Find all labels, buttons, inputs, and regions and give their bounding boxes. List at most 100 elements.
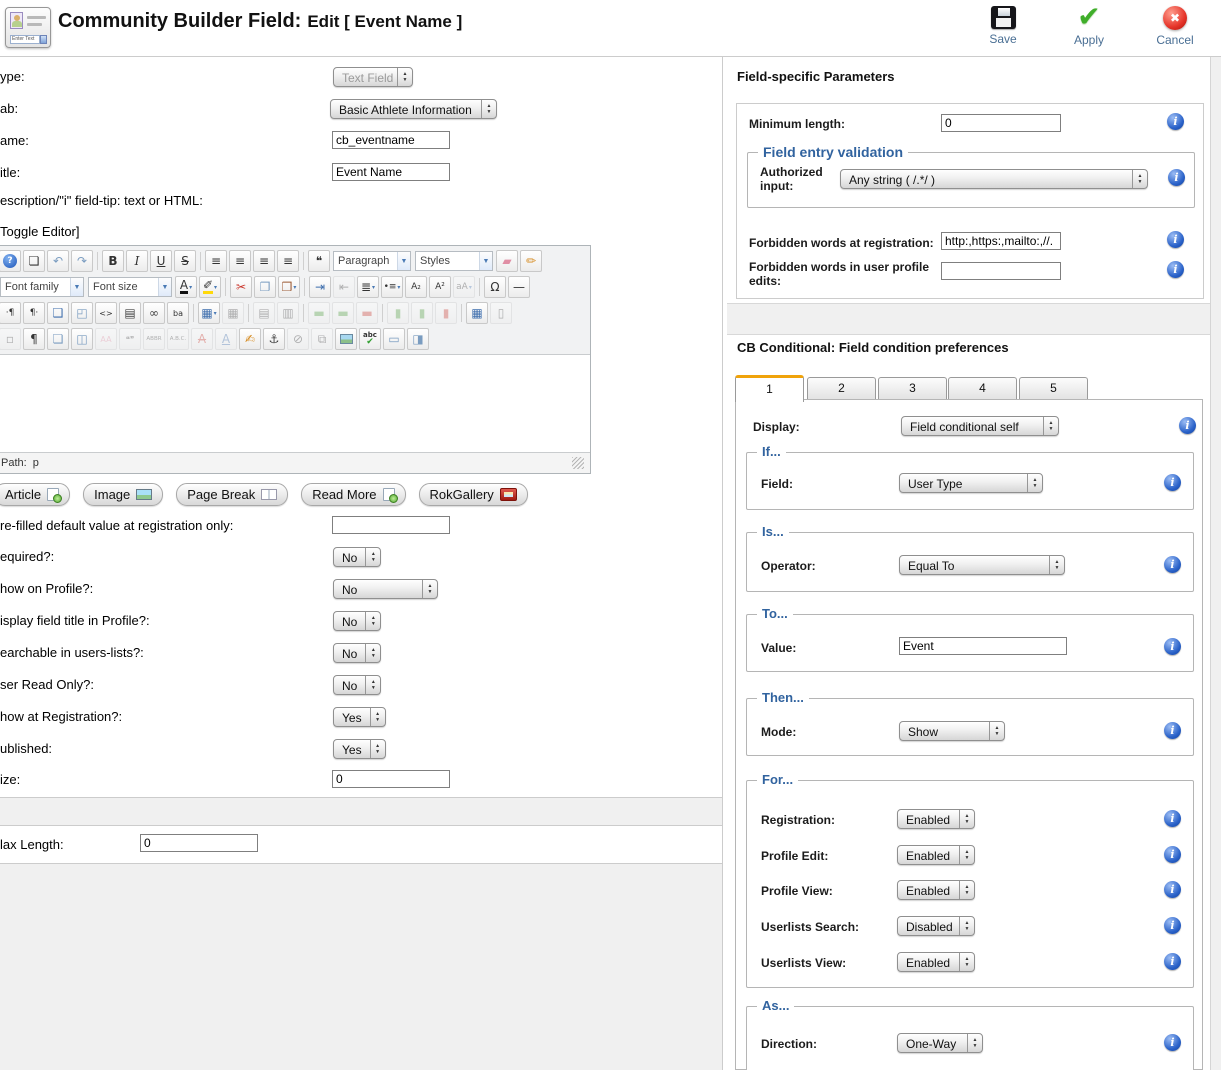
rokgallery-button[interactable]: RokGallery bbox=[418, 483, 528, 506]
image-icon[interactable] bbox=[335, 328, 357, 350]
font-family-select[interactable]: Font family ▼ bbox=[0, 277, 84, 297]
info-icon[interactable] bbox=[1168, 169, 1185, 186]
image-button[interactable]: Image bbox=[83, 483, 164, 506]
table-caption-icon[interactable]: ▯ bbox=[490, 302, 512, 324]
tab-1[interactable]: 1 bbox=[735, 375, 804, 402]
paragraph-format-select[interactable]: Paragraph ▼ bbox=[333, 251, 411, 271]
align-center-icon[interactable]: ≡ bbox=[229, 250, 251, 272]
italic-icon[interactable]: I bbox=[126, 250, 148, 272]
authorized-input-select[interactable]: Any string ( /.*/ ) ▲ ▼ bbox=[840, 169, 1148, 189]
info-icon[interactable] bbox=[1167, 231, 1184, 248]
show-on-profile-select[interactable]: No ▲ ▼ bbox=[333, 579, 438, 599]
redo-icon[interactable]: ↷ bbox=[71, 250, 93, 272]
userlists-view-select[interactable]: Enabled ▲ ▼ bbox=[897, 952, 975, 972]
rtl-paragraph-icon[interactable]: ¶· bbox=[23, 302, 45, 324]
delete-row-icon[interactable]: ▬ bbox=[356, 302, 378, 324]
translate-icon[interactable]: ba bbox=[167, 302, 189, 324]
info-icon[interactable] bbox=[1167, 261, 1184, 278]
copy-icon[interactable]: ❐ bbox=[254, 276, 276, 298]
deleted-text-icon[interactable]: A bbox=[191, 328, 213, 350]
font-size-select[interactable]: Font size ▼ bbox=[88, 277, 172, 297]
info-icon[interactable] bbox=[1179, 417, 1196, 434]
info-icon[interactable] bbox=[1164, 556, 1181, 573]
media-icon[interactable]: ◫ bbox=[71, 328, 93, 350]
info-icon[interactable] bbox=[1164, 474, 1181, 491]
unlink-icon[interactable]: ⊘ bbox=[287, 328, 309, 350]
link-icon[interactable]: ⧉ bbox=[311, 328, 333, 350]
field-select[interactable]: User Type ▲ ▼ bbox=[899, 473, 1043, 493]
visual-aid-icon[interactable]: ▫ bbox=[0, 328, 21, 350]
blockquote-icon[interactable]: ❝ bbox=[308, 250, 330, 272]
numbered-list-icon[interactable]: ≣ ▾ bbox=[357, 276, 379, 298]
cleanup-icon[interactable]: ✏ bbox=[520, 250, 542, 272]
indent-icon[interactable]: ⇥ bbox=[309, 276, 331, 298]
tab-2[interactable]: 2 bbox=[807, 377, 876, 400]
highlight-color-icon[interactable]: ✐ ▾ bbox=[199, 276, 221, 298]
tab-3[interactable]: 3 bbox=[878, 377, 947, 400]
insert-attributes-icon[interactable]: ✍ bbox=[239, 328, 261, 350]
text-color-icon[interactable]: A ▾ bbox=[175, 276, 197, 298]
direction-select[interactable]: One-Way ▲ ▼ bbox=[897, 1033, 983, 1053]
print-icon[interactable]: ▤ bbox=[119, 302, 141, 324]
insert-row-after-icon[interactable]: ▬ bbox=[332, 302, 354, 324]
size-input[interactable] bbox=[332, 770, 450, 788]
cell-properties-icon[interactable]: ▥ bbox=[277, 302, 299, 324]
tab-4[interactable]: 4 bbox=[948, 377, 1017, 400]
align-right-icon[interactable]: ≡ bbox=[253, 250, 275, 272]
fullscreen-icon[interactable]: ❑ bbox=[47, 302, 69, 324]
info-icon[interactable] bbox=[1164, 917, 1181, 934]
required-select[interactable]: No ▲ ▼ bbox=[333, 547, 382, 567]
info-icon[interactable] bbox=[1164, 810, 1181, 827]
quotes-icon[interactable]: ❝❞ bbox=[119, 328, 141, 350]
toggle-editor-link[interactable]: Toggle Editor] bbox=[0, 224, 80, 239]
editor-content-area[interactable] bbox=[0, 355, 590, 452]
operator-select[interactable]: Equal To ▲ ▼ bbox=[899, 555, 1065, 575]
insert-layer-icon[interactable]: ▭ bbox=[383, 328, 405, 350]
superscript-icon[interactable]: A² bbox=[429, 276, 451, 298]
display-title-select[interactable]: No ▲ ▼ bbox=[333, 611, 382, 631]
type-select[interactable]: Text Field ▲ ▼ bbox=[333, 67, 413, 87]
horizontal-rule-icon[interactable]: — bbox=[508, 276, 530, 298]
searchable-select[interactable]: No ▲ ▼ bbox=[333, 643, 382, 663]
info-icon[interactable] bbox=[1164, 846, 1181, 863]
special-char-icon[interactable]: Ω bbox=[484, 276, 506, 298]
info-icon[interactable] bbox=[1164, 722, 1181, 739]
display-select[interactable]: Field conditional self ▲ ▼ bbox=[901, 416, 1059, 436]
layer-properties-icon[interactable]: ◨ bbox=[407, 328, 429, 350]
value-input[interactable] bbox=[899, 637, 1067, 655]
outdent-icon[interactable]: ⇤ bbox=[333, 276, 355, 298]
page-break-button[interactable]: Page Break bbox=[176, 483, 289, 506]
show-at-registration-select[interactable]: Yes ▲ ▼ bbox=[333, 707, 386, 727]
profile-view-select[interactable]: Enabled ▲ ▼ bbox=[897, 880, 975, 900]
merge-cells-icon[interactable]: ▦ bbox=[466, 302, 488, 324]
bullet-list-icon[interactable]: •≡ ▾ bbox=[381, 276, 403, 298]
min-length-input[interactable] bbox=[941, 114, 1061, 132]
font-styles-icon[interactable]: AA bbox=[95, 328, 117, 350]
row-properties-icon[interactable]: ▤ bbox=[253, 302, 275, 324]
bold-icon[interactable]: B bbox=[102, 250, 124, 272]
registration-select[interactable]: Enabled ▲ ▼ bbox=[897, 809, 975, 829]
userlists-search-select[interactable]: Disabled ▲ ▼ bbox=[897, 916, 975, 936]
anchor-icon[interactable]: ⚓ bbox=[263, 328, 285, 350]
acronym-icon[interactable]: A.B.C. bbox=[167, 328, 189, 350]
new-document-icon[interactable]: ❏ bbox=[23, 250, 45, 272]
max-length-input[interactable] bbox=[140, 834, 258, 852]
cancel-button[interactable]: Cancel bbox=[1147, 4, 1203, 49]
info-icon[interactable] bbox=[1167, 113, 1184, 130]
find-replace-icon[interactable]: ∞ bbox=[143, 302, 165, 324]
save-button[interactable]: Save bbox=[975, 4, 1031, 49]
help-icon[interactable]: ? bbox=[0, 250, 21, 272]
page-properties-icon[interactable]: ❏ bbox=[47, 328, 69, 350]
prefilled-input[interactable] bbox=[332, 516, 450, 534]
read-only-select[interactable]: No ▲ ▼ bbox=[333, 675, 382, 695]
inserted-text-icon[interactable]: A bbox=[215, 328, 237, 350]
align-left-icon[interactable]: ≡ bbox=[205, 250, 227, 272]
info-icon[interactable] bbox=[1164, 638, 1181, 655]
paste-icon[interactable]: ❒ ▾ bbox=[278, 276, 300, 298]
forbidden-edits-input[interactable] bbox=[941, 262, 1061, 280]
published-select[interactable]: Yes ▲ ▼ bbox=[333, 739, 386, 759]
spellcheck-icon[interactable]: abc bbox=[359, 328, 381, 350]
mode-select[interactable]: Show ▲ ▼ bbox=[899, 721, 1005, 741]
insert-table-icon[interactable]: ▦ ▾ bbox=[198, 302, 220, 324]
strikethrough-icon[interactable]: S bbox=[174, 250, 196, 272]
